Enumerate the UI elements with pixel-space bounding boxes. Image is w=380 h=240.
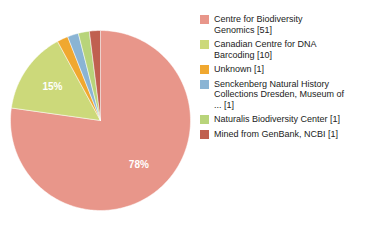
html-text:Mined from GenBank, NCBI [1]: Mined from GenBank, NCBI [1] — [214, 128, 339, 139]
html-text:Unknown [1]: Unknown [1] — [214, 64, 264, 74]
html-text:Canadian Centre for DNA Barcod: Canadian Centre for DNA Barcoding [10] — [214, 39, 317, 60]
html-text:Senckenberg Natural History Co: Senckenberg Natural History Collections … — [214, 78, 345, 110]
html-text:Naturalis Biodiversity Center: Naturalis Biodiversity Center [1] — [214, 114, 341, 124]
svg-text:78%: 78% — [129, 159, 149, 170]
html-text:Centre for Biodiversity Genomi: Centre for Biodiversity Genomics [51] — [214, 14, 303, 35]
svg-text:15%: 15% — [42, 81, 62, 92]
